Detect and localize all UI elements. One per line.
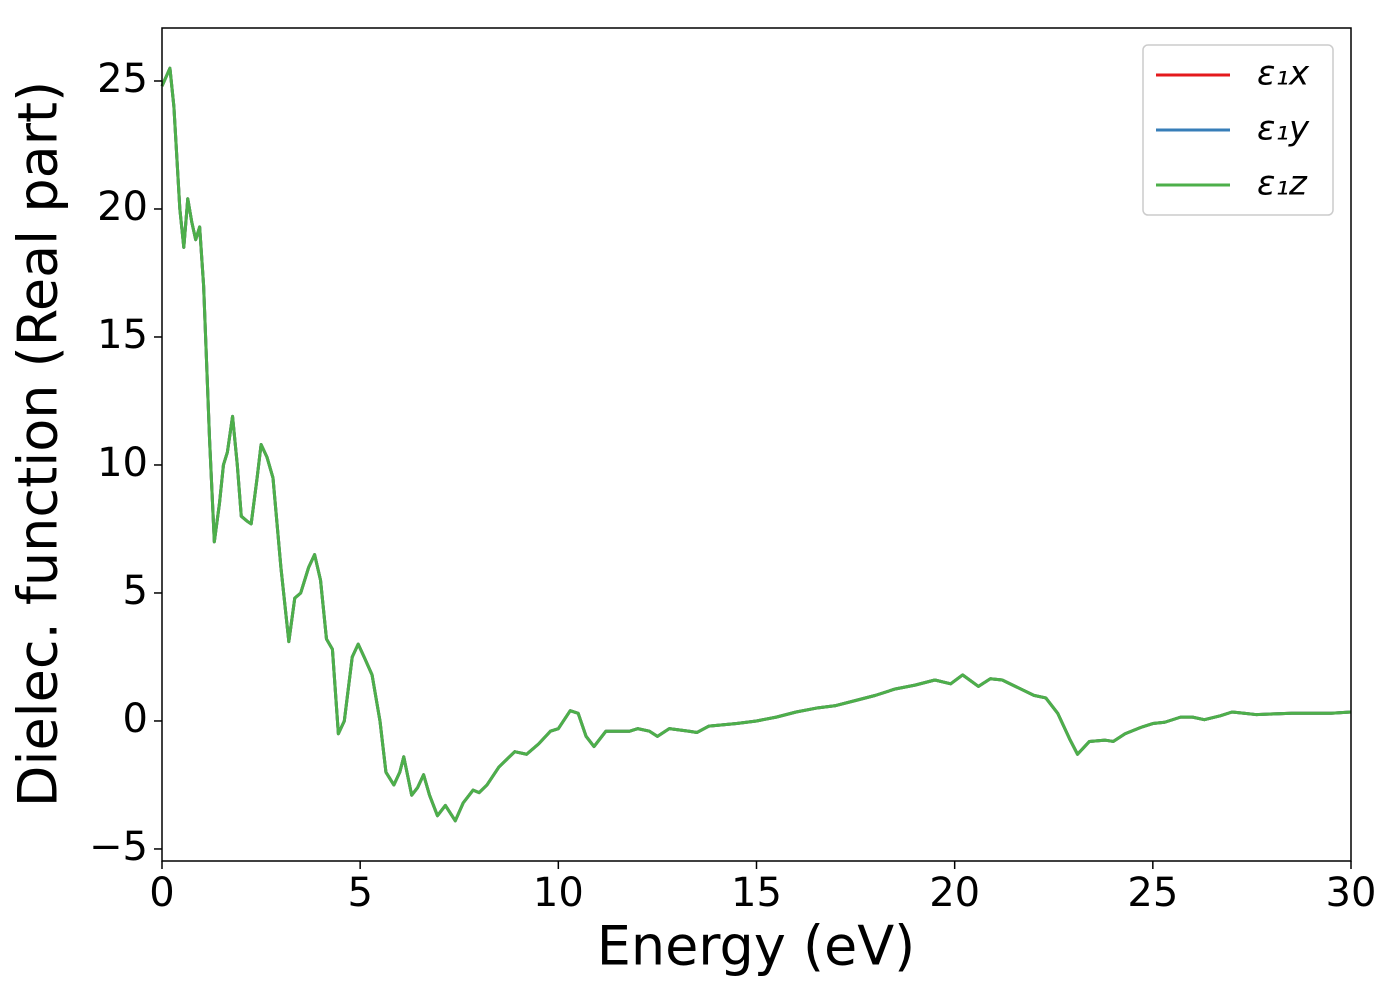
x-tick-label: 15: [731, 870, 782, 916]
x-tick-label: 0: [149, 870, 174, 916]
y-tick-label: 0: [123, 696, 148, 742]
x-tick-label: 10: [533, 870, 584, 916]
x-tick-label: 20: [929, 870, 980, 916]
y-tick-label: 15: [97, 312, 148, 358]
series-line: [160, 66, 1352, 823]
y-tick-label: 10: [97, 440, 148, 486]
x-axis-label: Energy (eV): [597, 915, 916, 978]
y-tick-label: 5: [123, 568, 148, 614]
y-tick-label: −5: [89, 824, 148, 870]
x-tick-label: 25: [1127, 870, 1178, 916]
y-tick-label: 25: [97, 56, 148, 102]
x-tick-label: 30: [1326, 870, 1377, 916]
legend-box: [1142, 44, 1334, 216]
legend-label: ε₁x: [1257, 54, 1310, 94]
y-tick-label: 20: [97, 184, 148, 230]
plot-frame: [161, 27, 1352, 862]
y-axis-label: Dielec. function (Real part): [7, 81, 70, 807]
legend-label: ε₁y: [1257, 109, 1310, 149]
legend-label: ε₁z: [1257, 164, 1308, 204]
x-tick-label: 5: [347, 870, 372, 916]
